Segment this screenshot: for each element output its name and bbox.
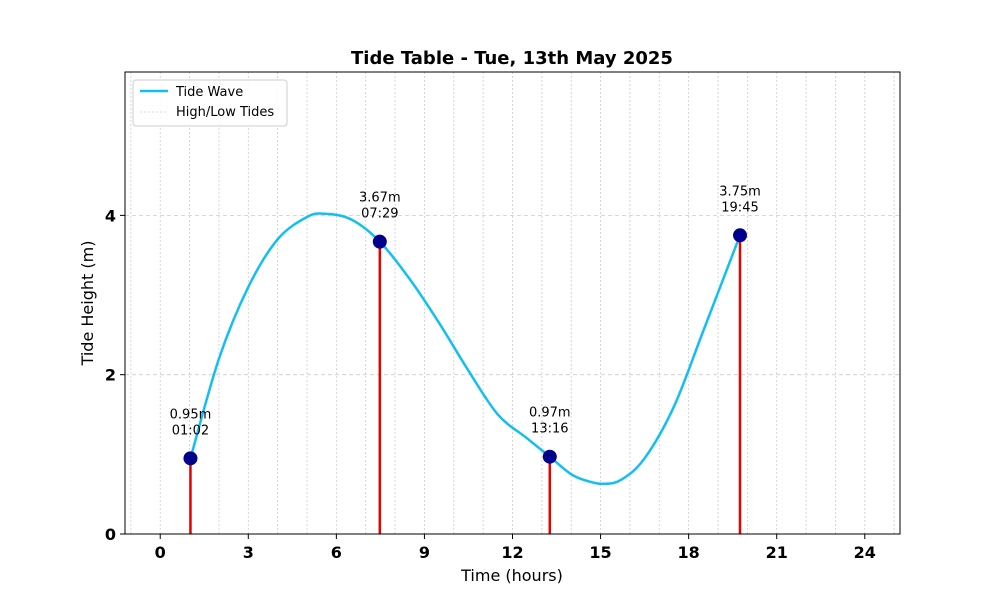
x-tick-label: 21 [766, 543, 788, 562]
x-tick-label: 9 [419, 543, 430, 562]
legend-tides-label: High/Low Tides [176, 105, 274, 120]
y-tick-label: 4 [105, 206, 116, 225]
tide-wave-line [189, 212, 742, 486]
tide-height-label: 3.75m [719, 184, 761, 199]
legend-wave-label: Tide Wave [175, 85, 243, 100]
tide-marker [183, 451, 198, 466]
x-tick-label: 24 [854, 543, 876, 562]
tide-marker [542, 449, 557, 464]
grid-lines [125, 72, 900, 534]
tide-marker [372, 234, 387, 249]
tide-height-label: 3.67m [359, 191, 401, 206]
y-axis-label: Tide Height (m) [78, 241, 97, 367]
x-tick-label: 3 [243, 543, 254, 562]
y-tick-label: 0 [105, 525, 116, 544]
x-tick-label: 12 [501, 543, 523, 562]
legend-box [132, 79, 288, 127]
tide-height-label: 0.95m [170, 407, 212, 422]
chart-title: Tide Table - Tue, 13th May 2025 [351, 48, 673, 69]
tide-time-label: 01:02 [172, 423, 209, 438]
legend: Tide Wave High/Low Tides [132, 79, 288, 127]
y-tick-label: 2 [105, 366, 116, 385]
x-tick-label: 18 [678, 543, 700, 562]
tide-height-label: 0.97m [529, 406, 571, 421]
x-tick-label: 6 [331, 543, 342, 562]
x-tick-label: 0 [155, 543, 166, 562]
tide-marker [733, 228, 748, 243]
tide-time-label: 13:16 [531, 422, 568, 437]
x-tick-label: 15 [589, 543, 611, 562]
tide-time-label: 07:29 [361, 207, 398, 222]
x-axis-label: Time (hours) [460, 566, 563, 585]
tide-time-label: 19:45 [721, 200, 758, 215]
